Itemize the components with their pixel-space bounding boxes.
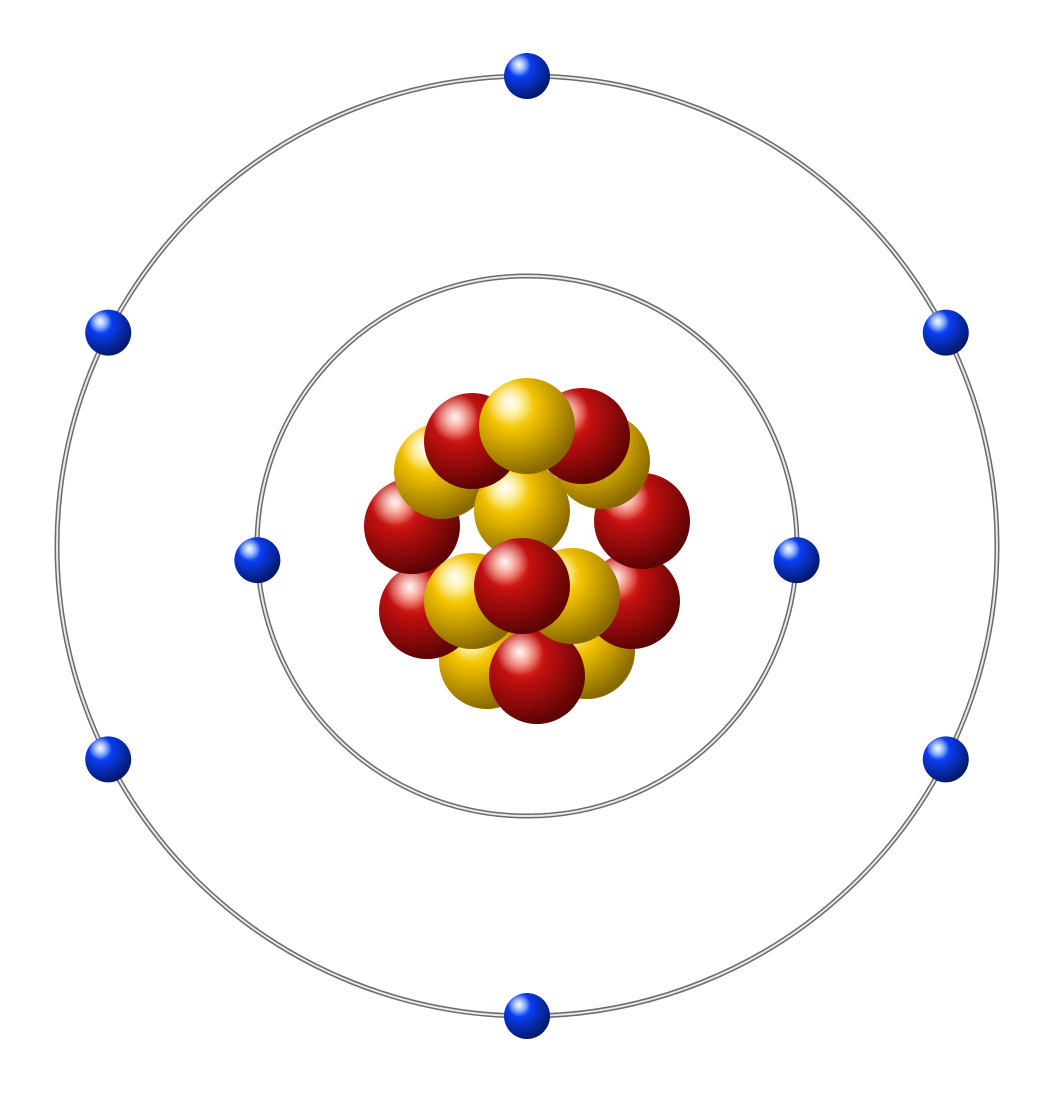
electron-sphere	[85, 310, 131, 356]
electron-sphere	[85, 736, 131, 782]
proton-sphere	[474, 538, 570, 634]
electron-sphere	[504, 53, 550, 99]
electron-sphere	[923, 736, 969, 782]
electron-sphere	[234, 537, 280, 583]
electron-sphere	[504, 993, 550, 1039]
atom-diagram	[0, 0, 1054, 1093]
neutron-sphere	[479, 378, 575, 474]
electron-sphere	[774, 537, 820, 583]
electron-sphere	[923, 310, 969, 356]
